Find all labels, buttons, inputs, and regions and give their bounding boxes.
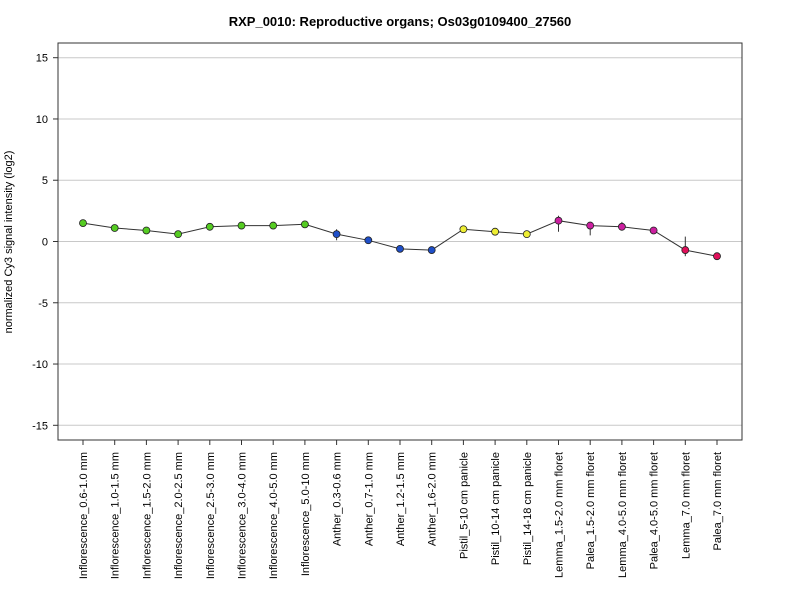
x-tick-label: Palea_7.0 mm floret xyxy=(712,452,724,550)
chart-title: RXP_0010: Reproductive organs; Os03g0109… xyxy=(229,14,572,29)
x-tick-label: Palea_1.5-2.0 mm floret xyxy=(585,452,597,569)
data-point xyxy=(142,226,151,235)
x-tick-label: Anther_0.7-1.0 mm xyxy=(363,452,375,546)
data-point xyxy=(618,222,626,231)
data-point xyxy=(205,222,214,231)
data-point xyxy=(79,219,87,228)
x-tick-label: Inflorescence_0.6-1.0 mm xyxy=(78,452,90,579)
x-tick-label: Inflorescence_4.0-5.0 mm xyxy=(268,452,280,579)
x-tick-label: Inflorescence_1.0-1.5 mm xyxy=(110,452,122,579)
x-tick-label: Inflorescence_5.0-10 mm xyxy=(300,452,312,576)
gridlines xyxy=(58,57,742,426)
x-tick-label: Inflorescence_2.0-2.5 mm xyxy=(173,452,185,579)
data-point xyxy=(491,227,500,236)
x-tick-label: Pistil_10-14 cm panicle xyxy=(490,452,502,565)
y-tick-label: 15 xyxy=(36,53,48,65)
data-point xyxy=(174,230,183,239)
y-axis-label: normalized Cy3 signal intensity (log2) xyxy=(3,151,15,334)
x-tick-label: Anther_1.2-1.5 mm xyxy=(395,452,407,546)
y-tick-label: 5 xyxy=(42,175,48,187)
data-point xyxy=(110,224,119,232)
x-tick-label: Lemma_7.0 mm floret xyxy=(680,452,692,559)
x-tick-label: Lemma_4.0-5.0 mm floret xyxy=(617,452,629,578)
x-tick-label: Anther_1.6-2.0 mm xyxy=(427,452,439,546)
x-tick-label: Pistil_5-10 cm panicle xyxy=(458,452,470,559)
data-point xyxy=(522,230,531,239)
data-point xyxy=(396,244,404,253)
x-tick-label: Inflorescence_3.0-4.0 mm xyxy=(237,452,249,579)
x-tick-label: Anther_0.3-0.6 mm xyxy=(332,452,344,546)
data-points xyxy=(79,216,721,261)
data-point xyxy=(554,216,563,225)
data-point xyxy=(427,246,436,254)
x-axis: Inflorescence_0.6-1.0 mm Inflorescence_1.… xyxy=(78,440,724,579)
y-tick-label: -5 xyxy=(38,298,48,310)
data-point xyxy=(681,246,690,254)
data-point xyxy=(364,236,373,245)
data-point xyxy=(586,221,595,230)
data-point xyxy=(459,225,468,234)
data-point xyxy=(332,230,341,239)
x-tick-label: Inflorescence_2.5-3.0 mm xyxy=(205,452,217,579)
y-axis: -15 -10 -5 0 5 10 15 xyxy=(32,53,58,432)
data-point xyxy=(649,226,658,235)
x-tick-label: Palea_4.0-5.0 mm floret xyxy=(649,452,661,569)
y-tick-label: 10 xyxy=(36,114,48,126)
y-tick-label: -10 xyxy=(32,359,48,371)
y-tick-label: -15 xyxy=(32,420,48,432)
y-tick-label: 0 xyxy=(42,237,48,249)
data-point xyxy=(269,221,278,230)
x-tick-label: Pistil_14-18 cm panicle xyxy=(522,452,534,565)
data-point xyxy=(237,221,246,230)
data-point xyxy=(300,220,309,229)
data-point xyxy=(713,252,721,261)
x-tick-label: Inflorescence_1.5-2.0 mm xyxy=(141,452,153,579)
x-tick-label: Lemma_1.5-2.0 mm floret xyxy=(554,452,566,578)
